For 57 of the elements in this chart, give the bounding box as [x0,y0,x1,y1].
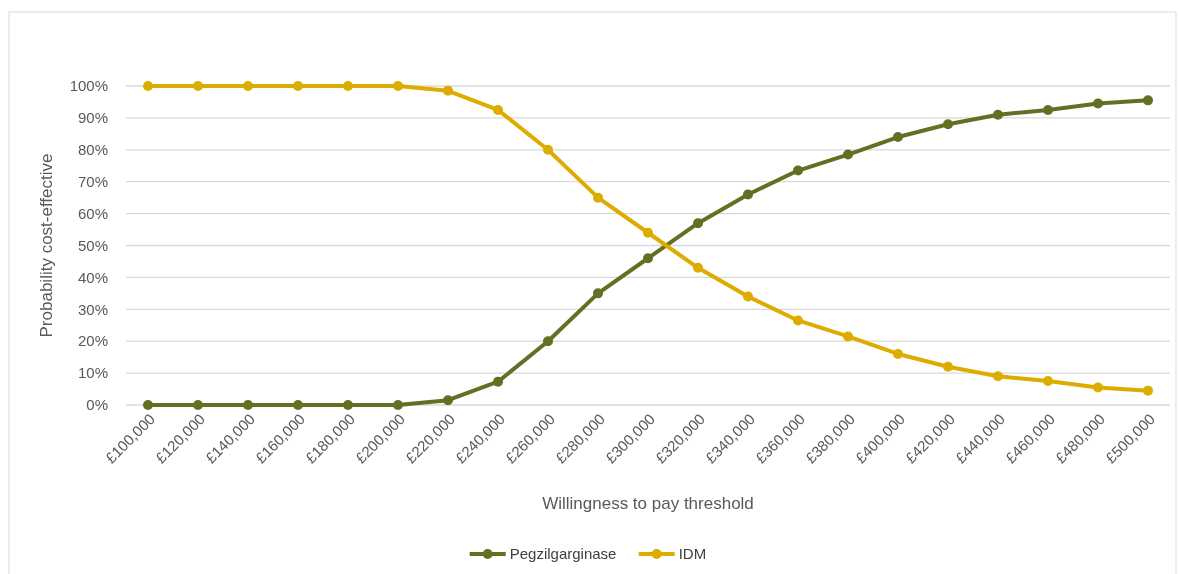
point [293,400,303,410]
point [943,119,953,130]
legend-label: Pegzilgarginase [509,545,617,563]
point [493,104,503,115]
y-tick-label: 20% [77,332,108,350]
point [443,85,453,96]
point [293,81,303,91]
point [593,192,603,203]
point [543,336,553,347]
point [743,189,753,200]
point [1043,376,1053,387]
y-tick-label: 100% [69,77,108,95]
y-tick-label: 30% [77,300,108,318]
point [893,348,903,359]
y-tick-label: 40% [77,268,108,286]
point [993,371,1003,382]
point [643,253,653,264]
point [393,400,403,410]
point [243,400,253,410]
point [1043,104,1053,115]
y-tick-label: 10% [77,364,108,382]
point [243,81,253,91]
y-axis-title: Probability cost-effective [37,153,56,338]
point [643,227,653,238]
point [443,395,453,406]
point [593,288,603,299]
point [543,144,553,155]
y-tick-label: 90% [77,109,108,127]
y-tick-label: 60% [77,204,108,222]
x-axis-title: Willingness to pay threshold [542,494,754,513]
point [1093,98,1103,109]
y-tick-label: 80% [77,141,108,159]
point [743,291,753,302]
y-tick-label: 70% [77,172,108,190]
point [1143,385,1153,396]
point [1143,95,1153,106]
point [793,315,803,326]
point [893,132,903,143]
point [493,376,503,387]
point [693,262,703,273]
point [193,81,203,91]
point [943,361,953,372]
point [343,400,353,410]
point [343,81,353,91]
point [993,109,1003,120]
point [843,149,853,160]
point [193,400,203,410]
y-tick-label: 50% [77,236,108,254]
point [393,81,403,91]
point [793,165,803,176]
legend-label: IDM [678,545,707,563]
point [143,400,153,410]
point [693,218,703,229]
point [1093,382,1103,393]
y-tick-label: 0% [86,396,108,414]
point [843,331,853,342]
point [143,81,153,91]
